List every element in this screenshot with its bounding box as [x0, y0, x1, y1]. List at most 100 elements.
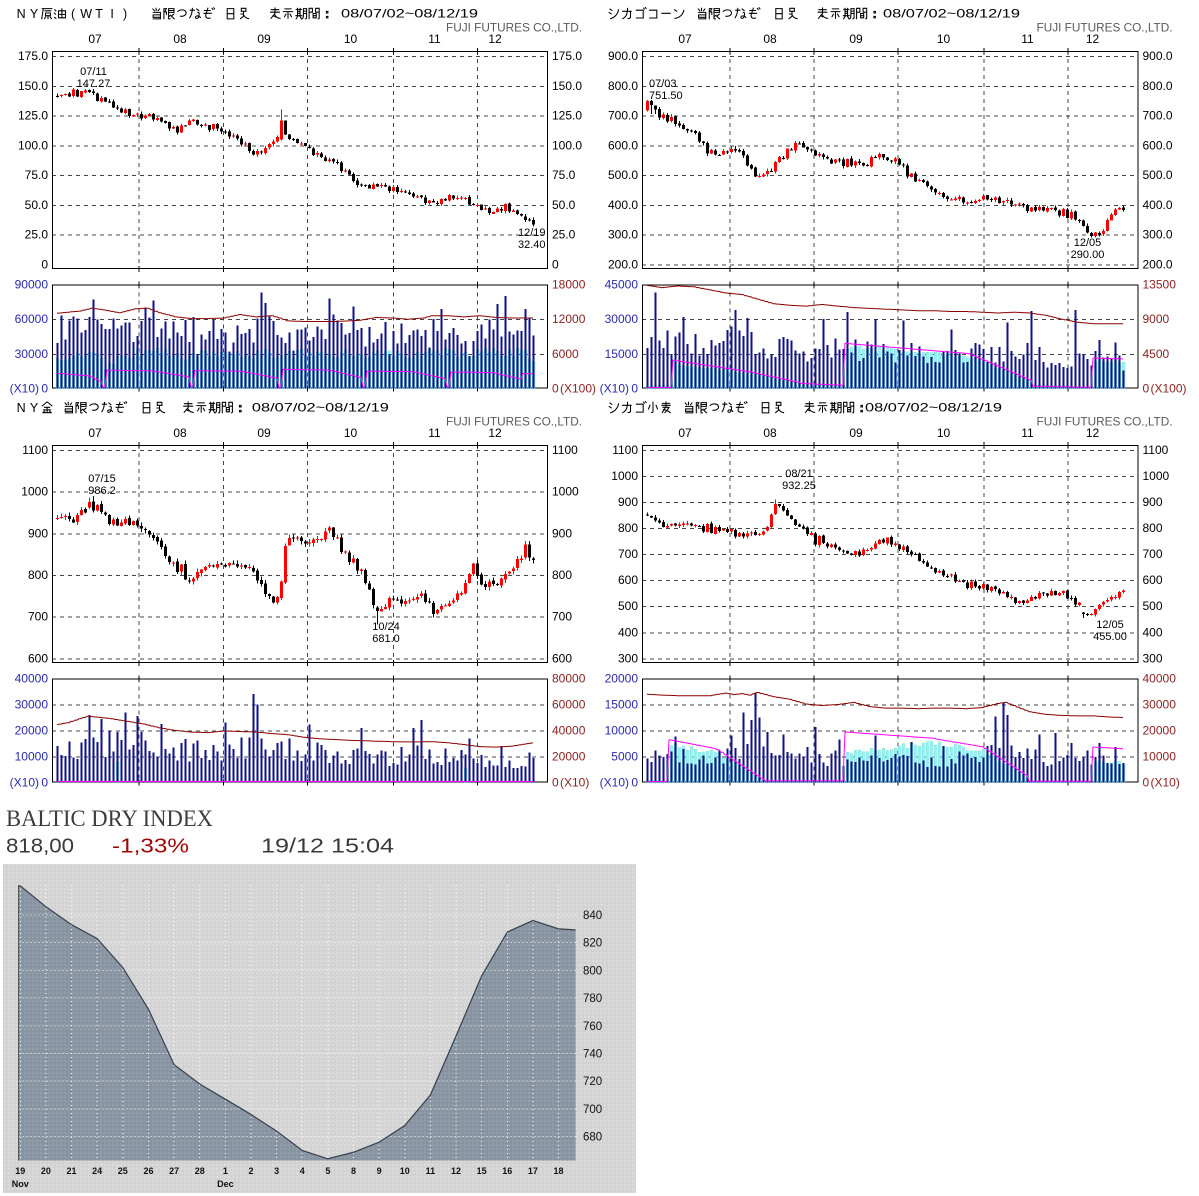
svg-text:100.0: 100.0 [18, 138, 48, 152]
svg-text:30000: 30000 [15, 698, 49, 712]
svg-text:11: 11 [428, 32, 441, 46]
svg-text:175.0: 175.0 [18, 49, 48, 63]
svg-text:FUJI FUTURES CO.,LTD.: FUJI FUTURES CO.,LTD. [1037, 21, 1173, 35]
svg-text:T: T [95, 7, 103, 21]
svg-text:08: 08 [173, 426, 187, 440]
svg-text:09: 09 [257, 426, 271, 440]
svg-text:40000: 40000 [1143, 672, 1177, 686]
svg-text:0: 0 [41, 257, 48, 271]
svg-text:700: 700 [1143, 547, 1163, 561]
svg-text:(X10): (X10) [600, 776, 629, 790]
svg-text:760: 760 [583, 1021, 602, 1033]
svg-text:10: 10 [344, 32, 358, 46]
svg-text:08/21: 08/21 [785, 468, 813, 480]
svg-text:(X10): (X10) [1151, 776, 1180, 790]
svg-text:12/05: 12/05 [1096, 619, 1124, 631]
svg-text:800: 800 [1143, 521, 1163, 535]
svg-text:800: 800 [28, 568, 48, 582]
svg-text:5000: 5000 [611, 750, 638, 764]
svg-text:28: 28 [195, 1166, 205, 1176]
svg-text:60000: 60000 [15, 312, 49, 326]
svg-text:600: 600 [1143, 573, 1163, 587]
svg-text:12: 12 [488, 32, 502, 46]
svg-text:800.0: 800.0 [1143, 79, 1173, 93]
svg-text:9000: 9000 [1143, 312, 1170, 326]
svg-text:26: 26 [143, 1166, 153, 1176]
svg-text:Y: Y [30, 7, 39, 21]
svg-text:(X100): (X100) [560, 382, 596, 396]
svg-text:400.0: 400.0 [608, 198, 638, 212]
svg-text:Dec: Dec [217, 1179, 234, 1189]
svg-text:500.0: 500.0 [608, 168, 638, 182]
svg-text:(X10): (X10) [560, 776, 589, 790]
svg-text:09: 09 [849, 426, 863, 440]
svg-text:900: 900 [618, 495, 638, 509]
svg-text:N: N [17, 401, 26, 415]
svg-text:Y: Y [30, 401, 39, 415]
svg-text:W: W [80, 7, 92, 21]
svg-text:08: 08 [763, 32, 777, 46]
svg-text:800: 800 [583, 965, 602, 977]
svg-text:900: 900 [1143, 495, 1163, 509]
svg-text:700.0: 700.0 [608, 109, 638, 123]
svg-text:720: 720 [583, 1076, 602, 1088]
svg-text:200.0: 200.0 [608, 257, 638, 271]
svg-text:FUJI FUTURES CO.,LTD.: FUJI FUTURES CO.,LTD. [446, 415, 582, 429]
svg-text:0: 0 [552, 776, 559, 790]
svg-text:400: 400 [1143, 625, 1163, 639]
svg-text:07/11: 07/11 [80, 66, 107, 78]
svg-text:0: 0 [1143, 382, 1150, 396]
svg-text:25: 25 [118, 1166, 128, 1176]
svg-text:680: 680 [583, 1132, 602, 1144]
svg-text:13500: 13500 [1143, 278, 1177, 292]
svg-text:10: 10 [937, 32, 951, 46]
svg-text:0: 0 [41, 776, 48, 790]
svg-text:4: 4 [300, 1166, 305, 1176]
svg-text:900.0: 900.0 [608, 49, 638, 63]
svg-text:19/12 15:04: 19/12 15:04 [261, 836, 394, 858]
svg-text:700: 700 [618, 547, 638, 561]
svg-text:740: 740 [583, 1049, 602, 1061]
svg-text:-1,33%: -1,33% [112, 836, 189, 858]
svg-text:600.0: 600.0 [1143, 138, 1173, 152]
svg-text:1000: 1000 [1143, 469, 1170, 483]
svg-text:08/07/02~08/12/19: 08/07/02~08/12/19 [883, 7, 1020, 21]
svg-text:10/24: 10/24 [372, 621, 400, 633]
svg-text:1: 1 [223, 1166, 228, 1176]
svg-text:08/07/02~08/12/19: 08/07/02~08/12/19 [252, 401, 389, 415]
svg-text:100.0: 100.0 [552, 138, 582, 152]
svg-text:0: 0 [41, 382, 48, 396]
svg-text:20000: 20000 [552, 750, 586, 764]
svg-text:200.0: 200.0 [1143, 257, 1173, 271]
svg-text:3: 3 [274, 1166, 279, 1176]
svg-text:300: 300 [1143, 651, 1163, 665]
svg-text:N: N [17, 7, 26, 21]
svg-text:147.27: 147.27 [77, 78, 111, 90]
svg-text:500: 500 [618, 599, 638, 613]
svg-text:20000: 20000 [15, 724, 49, 738]
svg-text:27: 27 [169, 1166, 179, 1176]
svg-text:700: 700 [28, 610, 48, 624]
svg-text:07: 07 [88, 426, 102, 440]
svg-text:150.0: 150.0 [552, 79, 582, 93]
svg-text:11: 11 [1021, 426, 1034, 440]
svg-text:19: 19 [15, 1166, 25, 1176]
svg-text:900: 900 [28, 526, 48, 540]
svg-text:16: 16 [502, 1166, 512, 1176]
svg-text:10: 10 [344, 426, 358, 440]
svg-text:0: 0 [1143, 776, 1150, 790]
svg-text:50.0: 50.0 [25, 198, 49, 212]
svg-text:10000: 10000 [1143, 750, 1177, 764]
svg-text:20000: 20000 [605, 672, 639, 686]
svg-text:07/15: 07/15 [88, 473, 116, 485]
svg-text:11: 11 [426, 1166, 436, 1176]
svg-text:820: 820 [583, 938, 602, 950]
svg-text:75.0: 75.0 [25, 168, 49, 182]
svg-text:50.0: 50.0 [552, 198, 576, 212]
svg-text:30000: 30000 [15, 347, 49, 361]
svg-text:(X10): (X10) [10, 382, 39, 396]
svg-text:500.0: 500.0 [1143, 168, 1173, 182]
svg-text:FUJI FUTURES CO.,LTD.: FUJI FUTURES CO.,LTD. [446, 21, 582, 35]
svg-text:FUJI FUTURES CO.,LTD.: FUJI FUTURES CO.,LTD. [1037, 415, 1173, 429]
svg-text:15000: 15000 [605, 698, 639, 712]
